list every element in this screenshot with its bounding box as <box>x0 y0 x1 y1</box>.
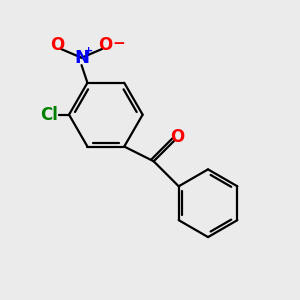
Text: +: + <box>83 46 93 56</box>
Text: O: O <box>170 128 184 146</box>
Text: N: N <box>74 49 89 67</box>
Text: O: O <box>99 35 113 53</box>
Text: −: − <box>112 35 125 50</box>
Text: Cl: Cl <box>40 106 58 124</box>
Text: O: O <box>50 35 64 53</box>
